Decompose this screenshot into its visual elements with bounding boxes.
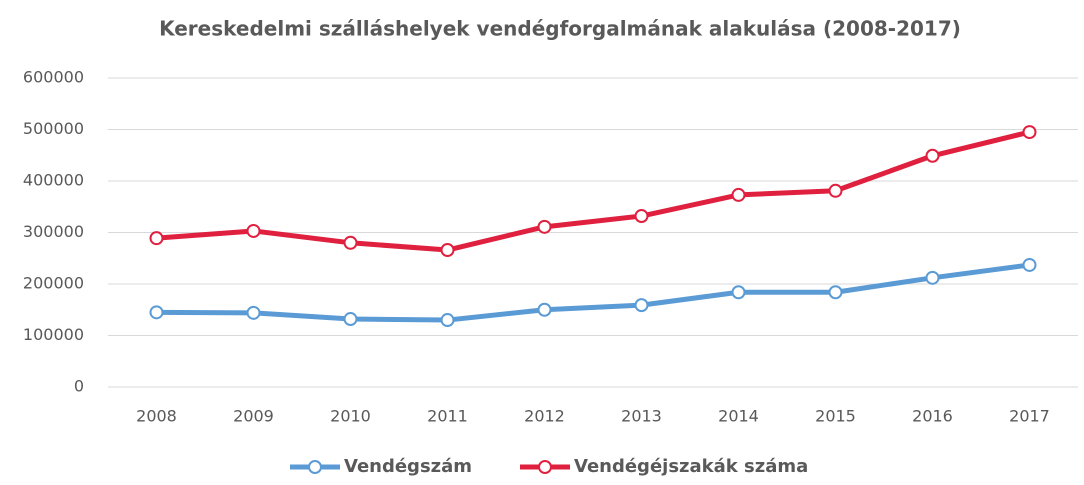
point — [440, 243, 455, 258]
point — [343, 312, 358, 327]
point — [537, 219, 552, 234]
point — [1022, 125, 1037, 140]
point — [1022, 257, 1037, 272]
x-tick-label: 2013 — [621, 407, 662, 426]
x-tick-label: 2008 — [136, 407, 177, 426]
y-tick-label: 300000 — [23, 222, 84, 241]
chart-title: Kereskedelmi szálláshelyek vendégforgalm… — [159, 17, 961, 41]
point — [731, 285, 746, 300]
point — [925, 148, 940, 163]
x-tick-label: 2011 — [427, 407, 468, 426]
point — [731, 187, 746, 202]
x-tick-label: 2014 — [718, 407, 759, 426]
y-tick-label: 200000 — [23, 274, 84, 293]
legend-marker — [308, 460, 322, 474]
x-tick-label: 2009 — [233, 407, 274, 426]
point — [246, 223, 261, 238]
legend-marker — [538, 460, 552, 474]
point — [634, 209, 649, 224]
y-tick-label: 600000 — [23, 68, 84, 87]
point — [246, 305, 261, 320]
y-tick-label: 500000 — [23, 119, 84, 138]
x-tick-label: 2015 — [815, 407, 856, 426]
point — [149, 231, 164, 246]
y-tick-label: 400000 — [23, 171, 84, 190]
y-tick-label: 0 — [74, 377, 84, 396]
x-tick-label: 2016 — [912, 407, 953, 426]
y-tick-label: 100000 — [23, 325, 84, 344]
legend-label: Vendégszám — [344, 456, 472, 477]
x-tick-label: 2017 — [1009, 407, 1050, 426]
legend-label: Vendégéjszakák száma — [574, 456, 808, 477]
point — [149, 305, 164, 320]
point — [634, 298, 649, 313]
x-tick-label: 2010 — [330, 407, 371, 426]
point — [925, 270, 940, 285]
x-tick-label: 2012 — [524, 407, 565, 426]
series-line — [156, 262, 1030, 323]
point — [828, 183, 843, 198]
point — [537, 302, 552, 317]
point — [828, 285, 843, 300]
point — [343, 235, 358, 250]
point — [440, 313, 455, 328]
series-line — [156, 129, 1031, 253]
